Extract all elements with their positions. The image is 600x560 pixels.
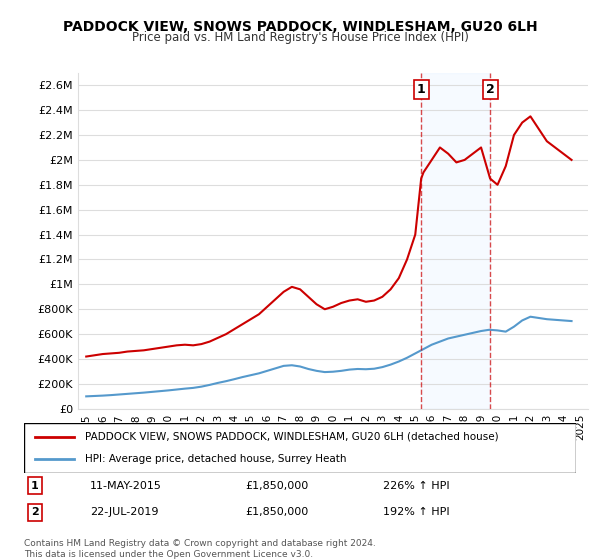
- Text: 1: 1: [31, 480, 39, 491]
- Text: £1,850,000: £1,850,000: [245, 507, 308, 517]
- Text: £1,850,000: £1,850,000: [245, 480, 308, 491]
- Text: 192% ↑ HPI: 192% ↑ HPI: [383, 507, 449, 517]
- Text: PADDOCK VIEW, SNOWS PADDOCK, WINDLESHAM, GU20 6LH: PADDOCK VIEW, SNOWS PADDOCK, WINDLESHAM,…: [62, 20, 538, 34]
- Text: This data is licensed under the Open Government Licence v3.0.: This data is licensed under the Open Gov…: [24, 550, 313, 559]
- Text: 22-JUL-2019: 22-JUL-2019: [90, 507, 159, 517]
- Text: HPI: Average price, detached house, Surrey Heath: HPI: Average price, detached house, Surr…: [85, 454, 346, 464]
- Text: 1: 1: [417, 83, 425, 96]
- Text: Contains HM Land Registry data © Crown copyright and database right 2024.: Contains HM Land Registry data © Crown c…: [24, 539, 376, 548]
- Text: 11-MAY-2015: 11-MAY-2015: [90, 480, 162, 491]
- Text: Price paid vs. HM Land Registry's House Price Index (HPI): Price paid vs. HM Land Registry's House …: [131, 31, 469, 44]
- Text: 2: 2: [31, 507, 39, 517]
- Text: PADDOCK VIEW, SNOWS PADDOCK, WINDLESHAM, GU20 6LH (detached house): PADDOCK VIEW, SNOWS PADDOCK, WINDLESHAM,…: [85, 432, 499, 442]
- Bar: [421, 73, 490, 409]
- Text: 226% ↑ HPI: 226% ↑ HPI: [383, 480, 449, 491]
- Text: 2: 2: [486, 83, 494, 96]
- FancyBboxPatch shape: [24, 423, 576, 473]
